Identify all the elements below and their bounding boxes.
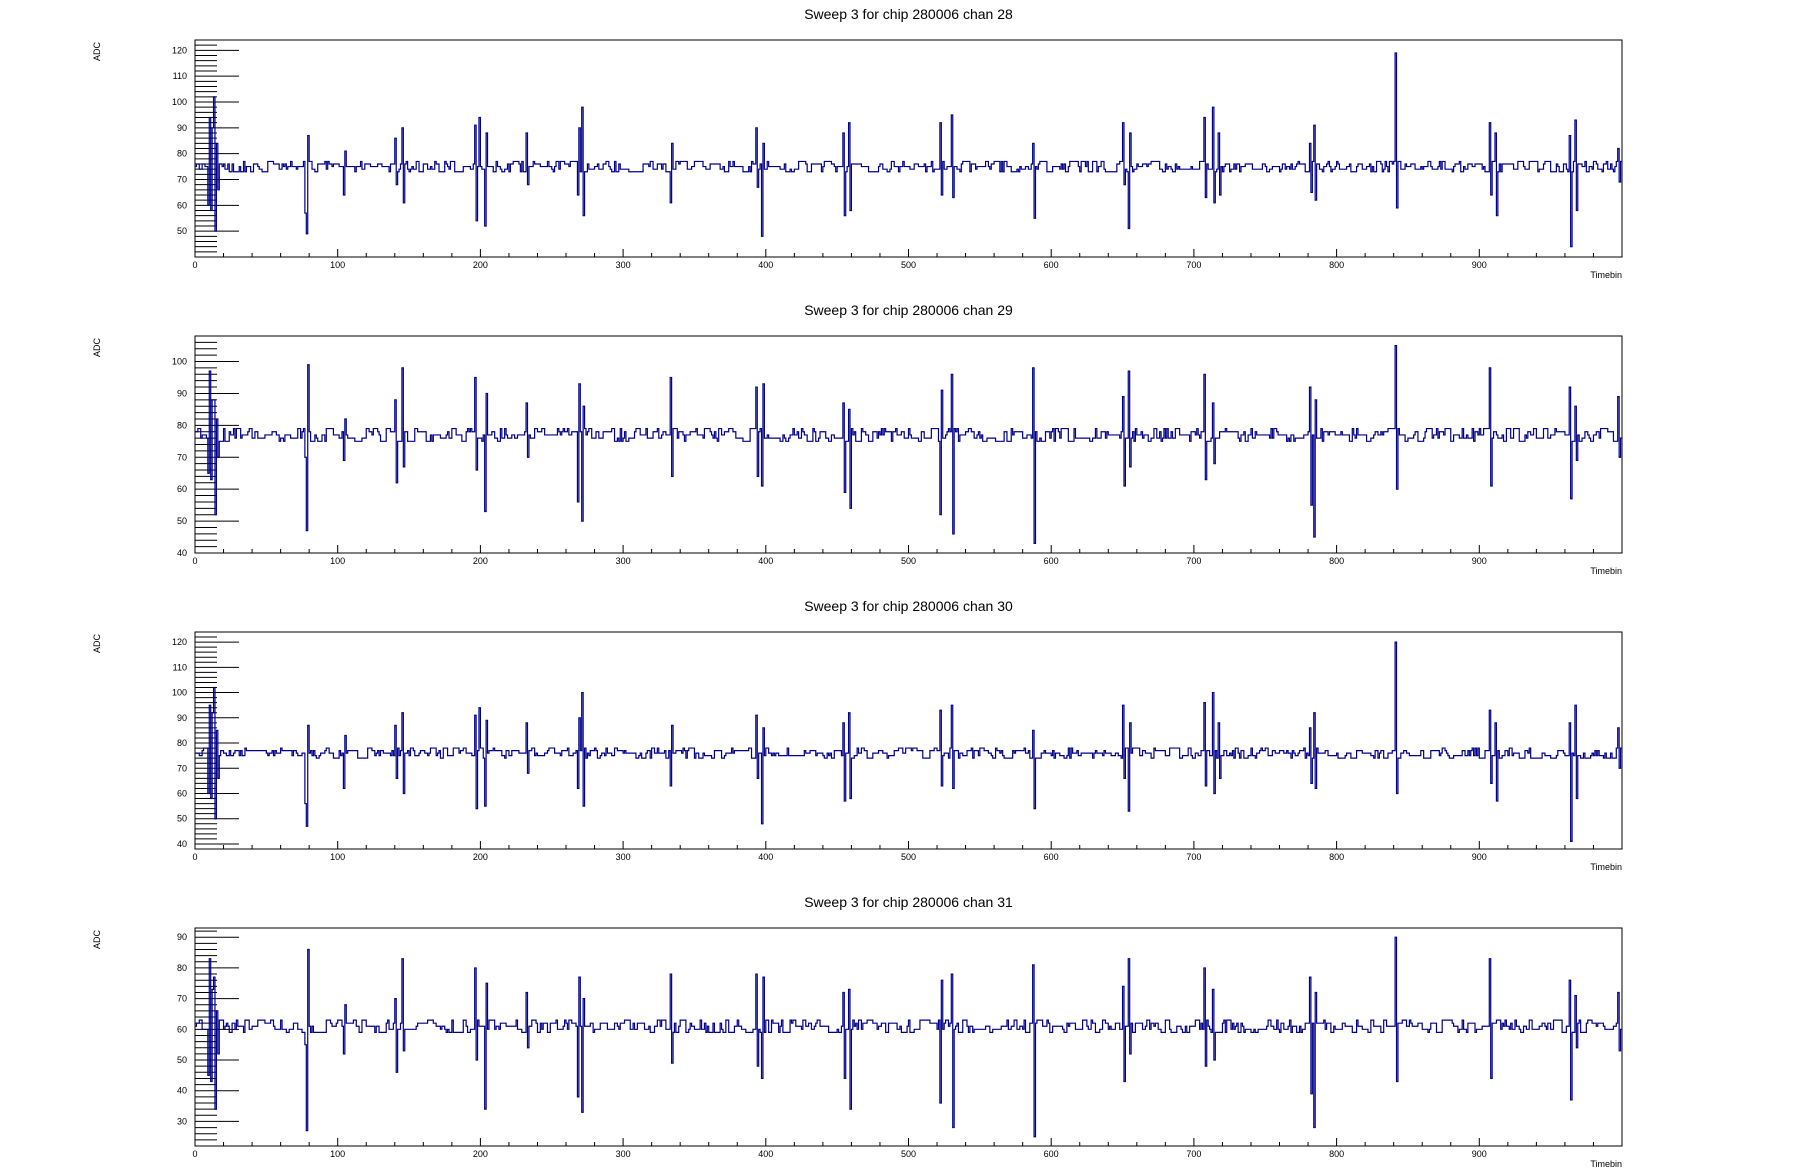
x-tick-label: 100 xyxy=(330,1149,345,1159)
x-tick-label: 100 xyxy=(330,852,345,862)
x-tick-label: 700 xyxy=(1186,556,1201,566)
x-tick-label: 700 xyxy=(1186,260,1201,270)
y-tick-label: 60 xyxy=(177,788,187,798)
chart-panel-0: Sweep 3 for chip 280006 chan 28 ADC Timebi… xyxy=(92,6,1623,280)
x-tick-label: 400 xyxy=(758,260,773,270)
y-axis-title: ADC xyxy=(92,634,102,654)
x-axis-title: Timebin xyxy=(1590,566,1622,576)
x-tick-label: 300 xyxy=(616,260,631,270)
x-tick-label: 600 xyxy=(1044,260,1059,270)
y-tick-label: 90 xyxy=(177,713,187,723)
adc-trace xyxy=(195,641,1622,843)
y-tick-label: 90 xyxy=(177,932,187,942)
x-tick-label: 300 xyxy=(616,852,631,862)
x-tick-label: 0 xyxy=(192,556,197,566)
x-tick-label: 400 xyxy=(758,852,773,862)
chart-panel-2: Sweep 3 for chip 280006 chan 30 ADC Timebi… xyxy=(92,598,1623,872)
x-tick-label: 100 xyxy=(330,556,345,566)
x-axis-title: Timebin xyxy=(1590,1159,1622,1169)
x-tick-label: 200 xyxy=(473,1149,488,1159)
x-tick-label: 500 xyxy=(901,852,916,862)
y-tick-label: 120 xyxy=(172,637,187,647)
x-tick-label: 300 xyxy=(616,1149,631,1159)
chart-title: Sweep 3 for chip 280006 chan 31 xyxy=(804,894,1013,910)
chart-title: Sweep 3 for chip 280006 chan 29 xyxy=(804,302,1013,318)
x-tick-label: 600 xyxy=(1044,556,1059,566)
x-tick-label: 900 xyxy=(1472,556,1487,566)
x-axis-title: Timebin xyxy=(1590,270,1622,280)
plot-frame xyxy=(194,631,1623,850)
y-tick-label: 100 xyxy=(172,357,187,367)
y-tick-label: 70 xyxy=(177,994,187,1004)
x-tick-label: 400 xyxy=(758,1149,773,1159)
chart-panel-3: Sweep 3 for chip 280006 chan 31 ADC Timebi… xyxy=(92,894,1623,1169)
y-tick-label: 70 xyxy=(177,175,187,185)
x-tick-label: 600 xyxy=(1044,852,1059,862)
x-tick-label: 800 xyxy=(1329,260,1344,270)
x-tick-label: 0 xyxy=(192,1149,197,1159)
x-tick-label: 600 xyxy=(1044,1149,1059,1159)
x-tick-label: 800 xyxy=(1329,852,1344,862)
plot-frame xyxy=(194,927,1623,1147)
y-tick-label: 50 xyxy=(177,516,187,526)
x-tick-label: 900 xyxy=(1472,1149,1487,1159)
x-tick-label: 200 xyxy=(473,556,488,566)
y-tick-label: 110 xyxy=(173,662,187,672)
y-tick-label: 100 xyxy=(172,97,187,107)
y-tick-label: 90 xyxy=(177,123,187,133)
y-tick-label: 70 xyxy=(177,452,187,462)
plot-frame xyxy=(194,39,1623,258)
x-tick-label: 100 xyxy=(330,260,345,270)
x-tick-label: 500 xyxy=(901,260,916,270)
x-tick-label: 200 xyxy=(473,260,488,270)
x-tick-label: 300 xyxy=(616,556,631,566)
y-tick-label: 110 xyxy=(173,71,187,81)
y-tick-label: 50 xyxy=(177,1055,187,1065)
y-axis-title: ADC xyxy=(92,42,102,62)
adc-trace xyxy=(195,936,1622,1138)
y-tick-label: 60 xyxy=(177,200,187,210)
y-tick-label: 120 xyxy=(172,45,187,55)
y-tick-label: 60 xyxy=(177,1024,187,1034)
y-tick-label: 80 xyxy=(177,420,187,430)
y-tick-label: 40 xyxy=(177,839,187,849)
y-tick-label: 80 xyxy=(177,963,187,973)
y-tick-label: 60 xyxy=(177,484,187,494)
x-tick-label: 800 xyxy=(1329,1149,1344,1159)
x-tick-label: 0 xyxy=(192,852,197,862)
y-tick-label: 40 xyxy=(177,1086,187,1096)
chart-title: Sweep 3 for chip 280006 chan 28 xyxy=(804,6,1013,22)
y-tick-label: 70 xyxy=(177,763,187,773)
y-tick-label: 80 xyxy=(177,149,187,159)
chart-panel-1: Sweep 3 for chip 280006 chan 29 ADC Timebi… xyxy=(92,302,1623,576)
x-tick-label: 700 xyxy=(1186,1149,1201,1159)
y-tick-label: 100 xyxy=(172,688,187,698)
adc-trace xyxy=(195,52,1622,248)
x-tick-label: 200 xyxy=(473,852,488,862)
plot-frame xyxy=(194,335,1623,554)
y-tick-label: 40 xyxy=(177,548,187,558)
x-axis-title: Timebin xyxy=(1590,862,1622,872)
y-tick-label: 80 xyxy=(177,738,187,748)
chart-title: Sweep 3 for chip 280006 chan 30 xyxy=(804,598,1013,614)
x-tick-label: 0 xyxy=(192,260,197,270)
x-tick-label: 500 xyxy=(901,556,916,566)
y-tick-label: 50 xyxy=(177,226,187,236)
adc-trace xyxy=(195,344,1622,545)
x-tick-label: 900 xyxy=(1472,852,1487,862)
x-tick-label: 700 xyxy=(1186,852,1201,862)
y-tick-label: 30 xyxy=(177,1116,187,1126)
x-tick-label: 900 xyxy=(1472,260,1487,270)
x-tick-label: 800 xyxy=(1329,556,1344,566)
x-tick-label: 400 xyxy=(758,556,773,566)
x-tick-label: 500 xyxy=(901,1149,916,1159)
y-axis-title: ADC xyxy=(92,338,102,358)
y-axis-title: ADC xyxy=(92,930,102,950)
y-tick-label: 90 xyxy=(177,388,187,398)
y-tick-label: 50 xyxy=(177,814,187,824)
